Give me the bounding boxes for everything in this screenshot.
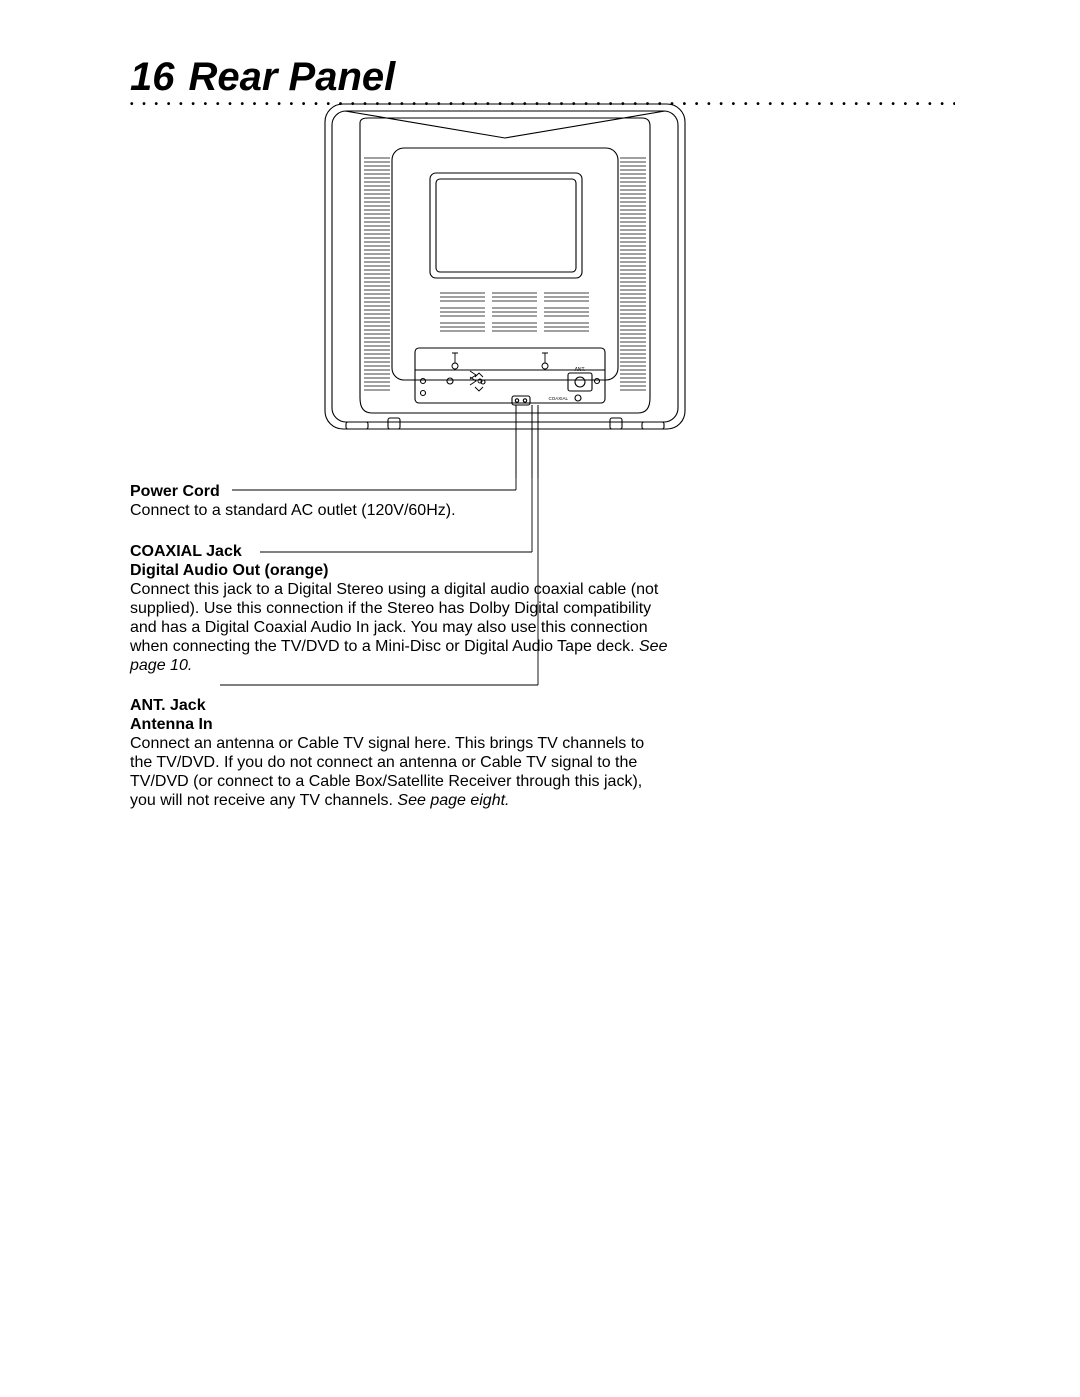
callout-head: COAXIAL Jack [130,543,242,560]
callout-ant: ANT. Jack Antenna In Connect an antenna … [130,697,670,810]
callout-body: Connect an antenna or Cable TV signal he… [130,735,644,809]
diagram-svg: ANT. COAXIAL [320,98,690,478]
callout-coaxial: COAXIAL Jack Digital Audio Out (orange) … [130,543,670,675]
callout-ref: See page eight. [393,792,510,809]
callout-body: Connect this jack to a Digital Stereo us… [130,581,658,655]
page-number: 16 [130,55,175,100]
rear-panel-diagram: ANT. COAXIAL [320,98,690,478]
title-row: 16 Rear Panel [130,55,980,100]
callout-head: Power Cord [130,483,220,500]
manual-page: 16 Rear Panel • • • • • • • • • • • • • … [0,0,1080,1397]
callout-sub: Antenna In [130,716,670,734]
callout-head: ANT. Jack [130,697,206,714]
coax-label: COAXIAL [548,396,568,401]
callout-sub: Digital Audio Out (orange) [130,562,670,580]
callout-power-cord: Power Cord Connect to a standard AC outl… [130,483,670,521]
page-title: Rear Panel [189,55,396,100]
ant-label: ANT. [575,367,586,373]
callout-body: Connect to a standard AC outlet (120V/60… [130,502,456,519]
callouts: Power Cord Connect to a standard AC outl… [130,483,670,833]
